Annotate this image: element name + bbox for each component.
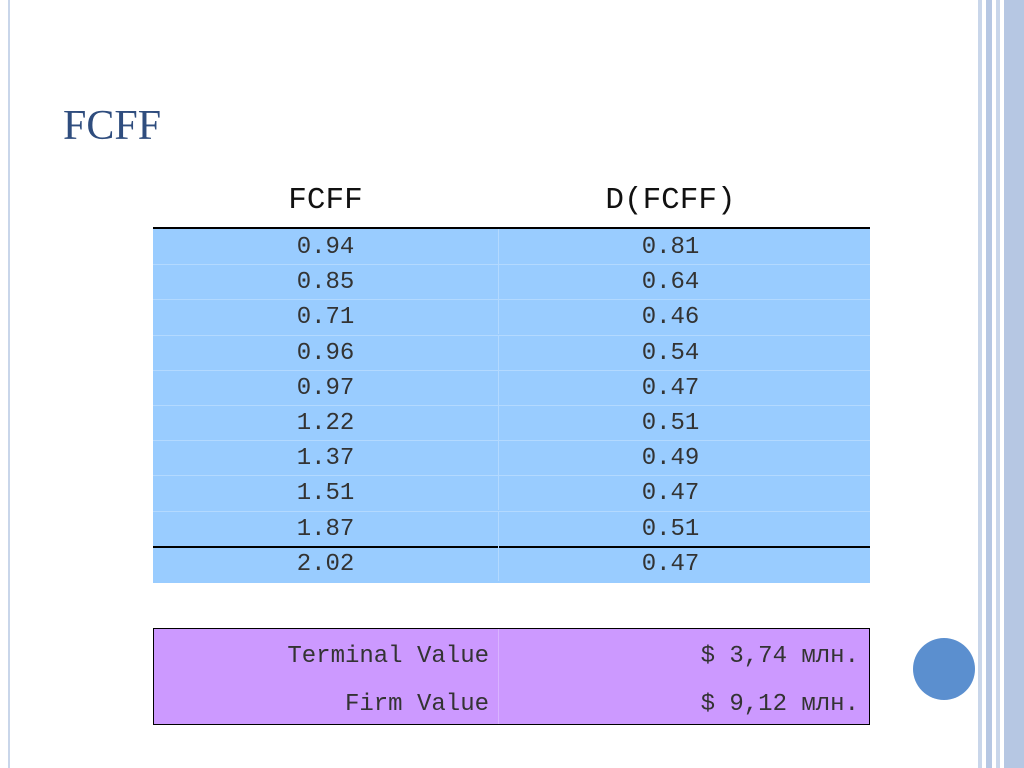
summary-value: $ 9,12 млн. bbox=[700, 691, 859, 718]
slide-title: FCFF bbox=[63, 103, 162, 149]
column-divider bbox=[498, 440, 499, 476]
frame-line bbox=[8, 0, 10, 768]
column-divider bbox=[498, 405, 499, 440]
column-divider bbox=[498, 629, 499, 724]
table-cell: 0.94 bbox=[296, 234, 355, 261]
table-row bbox=[153, 229, 870, 264]
stripe bbox=[978, 0, 982, 768]
table-cell: 0.51 bbox=[641, 515, 700, 543]
column-header: D(FCFF) bbox=[605, 183, 736, 218]
table-cell: 1.51 bbox=[296, 480, 355, 508]
table-row bbox=[153, 440, 870, 477]
table-cell: 0.49 bbox=[641, 445, 700, 473]
table-cell: 0.85 bbox=[296, 269, 355, 297]
table-cell: 1.22 bbox=[296, 410, 355, 437]
table-row bbox=[153, 264, 870, 301]
column-divider bbox=[498, 475, 499, 511]
column-divider bbox=[498, 334, 499, 370]
table-cell: 0.81 bbox=[641, 234, 700, 261]
table-cell: 0.71 bbox=[296, 304, 355, 332]
table-cell: 0.47 bbox=[641, 374, 700, 402]
summary-label: Firm Value bbox=[344, 691, 489, 718]
table-cell: 2.02 bbox=[296, 550, 355, 578]
table-cell: 0.47 bbox=[641, 480, 700, 508]
stripe bbox=[1004, 0, 1024, 768]
table-cell: 0.97 bbox=[296, 374, 355, 402]
summary-label: Terminal Value bbox=[287, 643, 489, 670]
table-cell: 1.87 bbox=[296, 515, 355, 543]
table-row bbox=[153, 334, 870, 371]
column-divider bbox=[498, 299, 499, 335]
table-row bbox=[153, 299, 870, 336]
summary-table: Terminal Value $ 3,74 млн. Firm Value $ 9,1… bbox=[153, 628, 870, 725]
summary-value: $ 3,74 млн. bbox=[700, 643, 859, 670]
stripe bbox=[996, 0, 1000, 768]
column-divider bbox=[498, 510, 499, 546]
table-cell: 0.51 bbox=[641, 410, 700, 437]
table-row bbox=[153, 475, 870, 512]
circle-decoration bbox=[913, 638, 975, 700]
table-cell: 0.96 bbox=[296, 339, 355, 367]
header-rule bbox=[153, 227, 870, 229]
table-row bbox=[153, 405, 870, 441]
column-divider bbox=[498, 264, 499, 300]
column-divider bbox=[498, 545, 499, 581]
table-row bbox=[153, 510, 870, 547]
table-cell: 0.54 bbox=[641, 339, 700, 367]
table-cell: 0.47 bbox=[641, 550, 700, 578]
table-row bbox=[153, 369, 870, 406]
table-cell: 0.46 bbox=[641, 304, 700, 332]
table-cell: 0.64 bbox=[641, 269, 700, 297]
column-divider bbox=[498, 229, 499, 264]
stripe bbox=[986, 0, 992, 768]
column-divider bbox=[498, 369, 499, 405]
table-row bbox=[153, 545, 870, 583]
table-cell: 1.37 bbox=[296, 445, 355, 473]
column-header: FCFF bbox=[288, 183, 363, 218]
